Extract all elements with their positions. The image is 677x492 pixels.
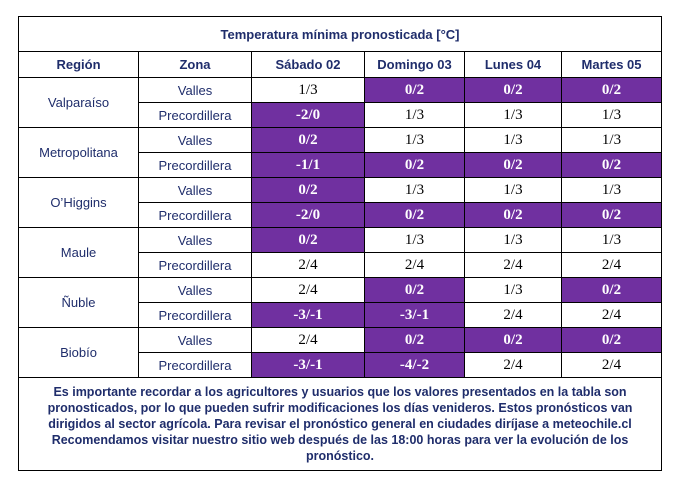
table-row: Metropolitana Valles 0/2 1/3 1/3 1/3 <box>18 127 663 178</box>
zona-cell: Precordillera <box>138 152 252 178</box>
temperature-cell: 2/4 <box>464 302 562 328</box>
temperature-cell: -4/-2 <box>364 352 465 378</box>
forecast-table: Temperatura mínima pronosticada [°C] Reg… <box>17 16 663 471</box>
temperature-cell: 0/2 <box>364 327 465 353</box>
temperature-cell: 0/2 <box>251 227 365 253</box>
temperature-cell: -3/-1 <box>251 302 365 328</box>
zona-cell: Precordillera <box>138 252 252 278</box>
advisory-note: Es importante recordar a los agricultore… <box>17 377 663 471</box>
temperature-cell: 0/2 <box>464 327 562 353</box>
temperature-cell: 0/2 <box>560 202 663 228</box>
zona-cell: Valles <box>138 77 252 103</box>
region-cell: Maule <box>18 227 139 278</box>
header-region: Región <box>18 51 139 78</box>
temperature-cell: 1/3 <box>251 77 365 103</box>
region-cell: Ñuble <box>18 277 139 328</box>
table-row: Precordillera -1/1 0/2 0/2 0/2 <box>19 152 663 178</box>
region-cell: Metropolitana <box>18 127 139 178</box>
temperature-cell: 1/3 <box>464 127 562 153</box>
region-cell: Biobío <box>18 327 139 378</box>
temperature-cell: 1/3 <box>464 102 562 128</box>
temperature-cell: 2/4 <box>251 327 365 353</box>
temperature-cell: 1/3 <box>364 127 465 153</box>
temperature-cell: 0/2 <box>364 277 465 303</box>
temperature-cell: 0/2 <box>464 152 562 178</box>
temperature-cell: 1/3 <box>560 102 663 128</box>
region-cell: O’Higgins <box>18 177 139 228</box>
temperature-cell: 0/2 <box>560 77 663 103</box>
temperature-cell: 2/4 <box>464 352 562 378</box>
table-row: Precordillera -3/-1 -4/-2 2/4 2/4 <box>19 352 663 378</box>
temperature-cell: 2/4 <box>251 252 365 278</box>
temperature-cell: 2/4 <box>560 302 663 328</box>
temperature-cell: 0/2 <box>251 127 365 153</box>
temperature-cell: 2/4 <box>560 252 663 278</box>
temperature-cell: 1/3 <box>560 177 663 203</box>
header-lunes: Lunes 04 <box>464 51 562 78</box>
temperature-cell: 1/3 <box>560 227 663 253</box>
table-row: O’Higgins Valles 0/2 1/3 1/3 1/3 <box>18 177 663 228</box>
temperature-cell: 1/3 <box>364 227 465 253</box>
temperature-cell: -1/1 <box>251 152 365 178</box>
temperature-cell: 0/2 <box>560 152 663 178</box>
temperature-cell: 0/2 <box>464 202 562 228</box>
table-row: Biobío Valles 2/4 0/2 0/2 0/2 <box>18 327 663 378</box>
temperature-cell: 1/3 <box>464 277 562 303</box>
temperature-cell: -2/0 <box>251 202 365 228</box>
temperature-cell: -3/-1 <box>364 302 465 328</box>
temperature-cell: -2/0 <box>251 102 365 128</box>
zona-cell: Precordillera <box>138 202 252 228</box>
zona-cell: Valles <box>138 277 252 303</box>
header-domingo: Domingo 03 <box>364 51 465 78</box>
header-zona: Zona <box>138 51 252 78</box>
header-martes: Martes 05 <box>560 51 663 78</box>
temperature-cell: 2/4 <box>251 277 365 303</box>
table-title: Temperatura mínima pronosticada [°C] <box>17 16 663 52</box>
temperature-cell: 2/4 <box>464 252 562 278</box>
temperature-cell: 0/2 <box>464 77 562 103</box>
temperature-cell: 0/2 <box>251 177 365 203</box>
temperature-cell: 0/2 <box>364 77 465 103</box>
temperature-cell: 0/2 <box>364 202 465 228</box>
temperature-cell: 0/2 <box>560 327 663 353</box>
temperature-cell: 1/3 <box>364 102 465 128</box>
table-row: Maule Valles 0/2 1/3 1/3 1/3 <box>18 227 663 278</box>
temperature-cell: 0/2 <box>560 277 663 303</box>
region-cell: Valparaíso <box>18 77 139 128</box>
temperature-cell: 0/2 <box>364 152 465 178</box>
table-row: Precordillera -2/0 1/3 1/3 1/3 <box>19 102 663 128</box>
temperature-cell: 1/3 <box>560 127 663 153</box>
header-sabado: Sábado 02 <box>251 51 365 78</box>
zona-cell: Valles <box>138 177 252 203</box>
temperature-cell: 1/3 <box>464 227 562 253</box>
zona-cell: Precordillera <box>138 302 252 328</box>
temperature-cell: -3/-1 <box>251 352 365 378</box>
table-row: Precordillera 2/4 2/4 2/4 2/4 <box>19 252 663 278</box>
zona-cell: Valles <box>138 227 252 253</box>
forecast-table-container: Temperatura mínima pronosticada [°C] Reg… <box>17 16 663 476</box>
header-row: Región Zona Sábado 02 Domingo 03 Lunes 0… <box>18 51 663 78</box>
table-body: Valparaíso Valles 1/3 0/2 0/2 0/2 Precordiller… <box>18 77 663 378</box>
zona-cell: Valles <box>138 127 252 153</box>
table-row: Precordillera -2/0 0/2 0/2 0/2 <box>19 202 663 228</box>
table-row: Valparaíso Valles 1/3 0/2 0/2 0/2 <box>18 77 663 128</box>
zona-cell: Precordillera <box>138 352 252 378</box>
temperature-cell: 2/4 <box>364 252 465 278</box>
temperature-cell: 1/3 <box>464 177 562 203</box>
temperature-cell: 1/3 <box>364 177 465 203</box>
zona-cell: Precordillera <box>138 102 252 128</box>
temperature-cell: 2/4 <box>560 352 663 378</box>
zona-cell: Valles <box>138 327 252 353</box>
table-row: Ñuble Valles 2/4 0/2 1/3 0/2 <box>18 277 663 328</box>
